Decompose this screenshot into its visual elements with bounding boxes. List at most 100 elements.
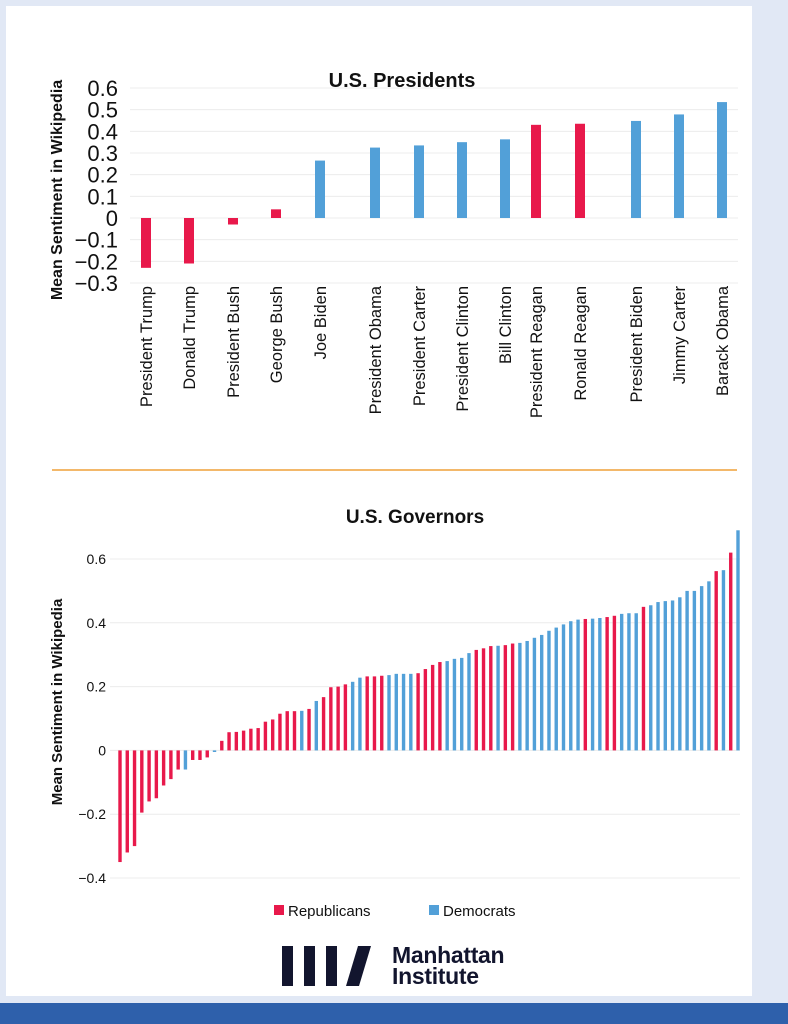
governors-bar (452, 658, 457, 751)
governors-bar (423, 669, 428, 751)
governors-bar (699, 586, 704, 751)
governors-bar (387, 675, 391, 751)
legend-label-democrats: Democrats (443, 903, 516, 920)
governors-bar (438, 662, 442, 751)
presidents-y-ticks: 0.60.50.40.30.20.10−0.1−0.2−0.3 (75, 76, 118, 296)
governors-bar (285, 711, 289, 751)
governors-y-axis-label: Mean Sentiment in Wikipedia (49, 598, 66, 805)
presidents-y-tick-label: −0.3 (75, 271, 118, 296)
governors-bar (183, 750, 188, 770)
presidents-x-tick-label: President Obama (367, 285, 385, 414)
governors-bar (169, 750, 173, 780)
governors-bar (416, 673, 420, 751)
governors-bar (372, 676, 377, 751)
governors-bar (205, 750, 209, 758)
presidents-y-tick-label: 0.6 (87, 76, 118, 101)
presidents-y-tick-label: 0.1 (87, 184, 118, 209)
presidents-x-tick-label: Barack Obama (714, 285, 732, 396)
footer-band (0, 1003, 788, 1024)
presidents-y-tick-label: 0.2 (87, 163, 118, 188)
governors-chart: U.S. Governors Mean Sentiment in Wikiped… (49, 507, 740, 920)
presidents-chart: U.S. Presidents Mean Sentiment in Wikipe… (49, 70, 738, 418)
governors-y-tick-label: −0.2 (78, 806, 106, 822)
presidents-x-tick-label: President Biden (628, 286, 646, 403)
governors-bar (401, 673, 406, 751)
governors-bar (154, 750, 159, 799)
presidents-bar (414, 145, 424, 218)
presidents-x-tick-label: Joe Biden (312, 286, 330, 359)
governors-y-ticks: 0.6 0.4 0.2 0 −0.2 −0.4 (78, 551, 106, 886)
presidents-x-tick-label: President Bush (225, 286, 243, 398)
presidents-x-tick-label: Bill Clinton (497, 286, 515, 364)
presidents-x-tick-label: President Trump (138, 286, 156, 407)
governors-y-tick-label: 0.6 (87, 551, 107, 567)
presidents-y-tick-label: −0.1 (75, 228, 118, 253)
presidents-bar (370, 147, 380, 218)
presidents-y-tick-label: 0.5 (87, 98, 118, 123)
governors-bar (212, 750, 217, 752)
governors-bar (489, 646, 493, 751)
governors-bar (714, 571, 718, 751)
governors-bar (576, 619, 580, 751)
governors-bar (350, 681, 355, 751)
governors-bar (445, 661, 449, 751)
governors-bar (300, 710, 304, 751)
governors-bar (569, 621, 573, 751)
governors-bar (409, 673, 413, 751)
governors-bar (525, 640, 529, 751)
governors-bar (561, 624, 566, 751)
presidents-gridlines (130, 87, 738, 284)
governors-bar (583, 618, 588, 751)
governors-bar (191, 750, 195, 760)
presidents-y-tick-label: 0.3 (87, 141, 118, 166)
governors-y-tick-label: 0.2 (87, 679, 107, 695)
governors-bar (336, 686, 340, 751)
governors-bar (554, 627, 558, 751)
governors-bar (460, 657, 464, 751)
governors-bar (474, 649, 478, 751)
governors-bar (241, 730, 246, 751)
governors-bar (685, 590, 689, 751)
governors-bar (343, 684, 348, 751)
governors-legend: Republicans Democrats (274, 903, 516, 920)
governors-bar (365, 676, 369, 751)
governors-bar (649, 605, 653, 751)
governors-bar (707, 581, 711, 751)
governors-y-tick-label: 0 (98, 742, 106, 758)
governors-bar (678, 597, 682, 751)
governors-bar (518, 642, 522, 751)
governors-bar (590, 618, 595, 751)
governors-bar (220, 740, 224, 751)
governors-bar (140, 750, 144, 813)
governors-bar (314, 700, 319, 751)
governors-y-tick-label: −0.4 (78, 870, 106, 886)
governors-bar (496, 645, 500, 751)
governors-bar (198, 750, 202, 760)
governors-bar (532, 637, 537, 751)
presidents-bar (531, 124, 541, 218)
governors-bar (256, 728, 260, 751)
presidents-x-tick-label: George Bush (268, 286, 286, 383)
presidents-bar (674, 114, 684, 218)
presidents-y-tick-label: 0.4 (87, 119, 118, 144)
governors-bar (161, 750, 166, 786)
governors-bar (539, 634, 544, 751)
governors-bar (670, 600, 675, 751)
governors-bar (380, 675, 384, 751)
governors-bar (721, 570, 726, 751)
logo-line-1: Manhattan (392, 942, 505, 968)
governors-bar (605, 617, 609, 751)
governors-bar (249, 728, 253, 751)
presidents-y-axis-label: Mean Sentiment in Wikipedia (49, 80, 66, 300)
presidents-y-tick-label: 0 (106, 206, 118, 231)
governors-bar (292, 711, 297, 751)
governors-bar (612, 615, 617, 751)
governors-bar (329, 687, 333, 751)
presidents-x-tick-label: President Carter (411, 286, 429, 407)
governors-bar (358, 677, 362, 751)
presidents-bar (575, 123, 585, 218)
governors-bar (227, 732, 231, 751)
presidents-bar (500, 139, 510, 218)
legend-label-republicans: Republicans (288, 903, 371, 920)
governors-bar (430, 664, 435, 751)
